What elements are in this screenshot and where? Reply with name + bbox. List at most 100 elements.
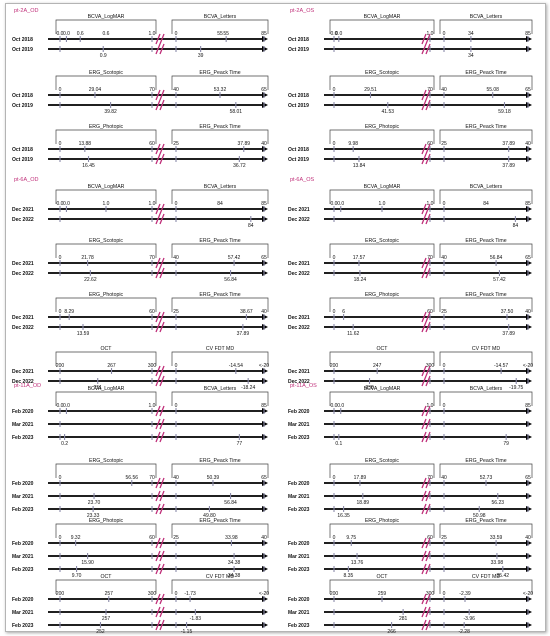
metric-bracket [329, 129, 435, 144]
value-label: 38.67 [240, 309, 253, 315]
axis-break-mark [159, 365, 165, 377]
tick-label: 65 [261, 255, 267, 261]
date-label: Feb 2023 [12, 435, 34, 441]
date-label: Dec 2021 [12, 315, 34, 321]
axis-break-mark [421, 606, 427, 618]
metric-bracket [55, 243, 157, 258]
tick-label: 70 [427, 87, 433, 93]
metric-title: ERG_Scotopic [365, 238, 399, 244]
axis-arrowhead [262, 434, 268, 440]
value-label: 53.32 [214, 87, 227, 93]
tick-label: 84 [217, 201, 223, 207]
axis-break-mark [155, 619, 161, 631]
axis-break-mark [155, 431, 161, 443]
tick-label: 200 [330, 591, 339, 597]
axis-break-mark [155, 33, 161, 45]
tick-label: 85 [525, 201, 531, 207]
axis-break-mark [425, 33, 431, 45]
date-label: Dec 2021 [288, 315, 310, 321]
value-label: 77 [237, 441, 243, 447]
metric-bracket [439, 243, 533, 258]
date-label: Oct 2018 [288, 37, 309, 43]
axis-break-mark [159, 537, 165, 549]
axis-arrowhead [526, 421, 532, 427]
tick-label: 60 [427, 309, 433, 315]
metric-title: BCVA_LogMAR [88, 386, 125, 392]
axis-break-mark [425, 606, 431, 618]
metric-title: BCVA_LogMAR [88, 14, 125, 20]
value-label: 84 [513, 223, 519, 229]
axis-break-mark [421, 431, 427, 443]
tick-label: 70 [149, 475, 155, 481]
tick-label: 0 [175, 363, 178, 369]
date-label: Oct 2019 [288, 103, 309, 109]
tick-label: 0 [333, 475, 336, 481]
value-label: 0.0 [337, 403, 344, 409]
axis-arrowhead [262, 46, 268, 52]
axis-arrowhead [262, 216, 268, 222]
date-label: Feb 2023 [288, 507, 310, 513]
axis-break-mark [425, 365, 431, 377]
value-label: 37.50 [501, 309, 514, 315]
metric-title: ERG_Peack Time [465, 458, 506, 464]
metric-title: OCT [101, 574, 113, 580]
panel-label: pt-2A_OD [14, 8, 38, 14]
axis-arrowhead [262, 102, 268, 108]
axis-break-mark [155, 418, 161, 430]
metric-bracket [171, 391, 269, 406]
axis-break-mark [425, 563, 431, 575]
value-label: 23.70 [88, 500, 101, 506]
value-label: 55 [223, 31, 229, 37]
value-label: 57.42 [493, 277, 506, 283]
value-label: 23.33 [87, 513, 100, 519]
tick-label: 0 [175, 31, 178, 37]
axis-arrowhead [262, 421, 268, 427]
tick-label: 0.0 [331, 403, 338, 409]
axis-break-mark [155, 213, 161, 225]
value-label: 41.53 [382, 109, 395, 115]
value-label: 0.2 [61, 441, 68, 447]
panel-label: pt-11A_OD [14, 383, 41, 389]
metric-bracket [329, 19, 435, 34]
tick-label: 60 [427, 535, 433, 541]
metric-title: ERG_Peack Time [199, 124, 240, 130]
metric-title: BCVA_LogMAR [88, 184, 125, 190]
axis-break-mark [421, 477, 427, 489]
value-label: 281 [399, 616, 408, 622]
axis-break-mark [155, 321, 161, 333]
value-label: 56.56 [126, 475, 139, 481]
date-label: Feb 2020 [12, 597, 34, 603]
axis-arrowhead [262, 324, 268, 330]
tick-label: 40 [261, 141, 267, 147]
tick-label: 60 [149, 535, 155, 541]
value-label: 50.98 [473, 513, 486, 519]
axis-break-mark [159, 311, 165, 323]
metric-title: ERG_Photopic [89, 292, 124, 298]
tick-label: 0.0 [57, 201, 64, 207]
axis-break-mark [155, 537, 161, 549]
axis-break-mark [421, 311, 427, 323]
value-label: 35.42 [497, 573, 510, 579]
value-label: 39.82 [104, 109, 117, 115]
tick-label: 0 [333, 87, 336, 93]
tick-label: 25 [173, 535, 179, 541]
axis-break-mark [421, 267, 427, 279]
value-label: 37.89 [502, 163, 515, 169]
tick-label: 65 [525, 255, 531, 261]
tick-label: 60 [149, 309, 155, 315]
axis-break-mark [425, 99, 431, 111]
metric-title: ERG_Photopic [365, 518, 400, 524]
date-label: Mar 2021 [12, 494, 34, 500]
axis-break-mark [159, 503, 165, 515]
tick-label: <-20 [259, 591, 269, 597]
axis-break-mark [159, 477, 165, 489]
value-label: 21.78 [81, 255, 94, 261]
tick-label: 0.0 [331, 31, 338, 37]
value-label: 15.90 [81, 560, 94, 566]
axis-arrowhead [526, 506, 532, 512]
metric-title: BCVA_LogMAR [364, 184, 401, 190]
metric-bracket [439, 297, 533, 312]
axis-break-mark [155, 43, 161, 55]
axis-break-mark [159, 43, 165, 55]
metric-bracket [439, 129, 533, 144]
